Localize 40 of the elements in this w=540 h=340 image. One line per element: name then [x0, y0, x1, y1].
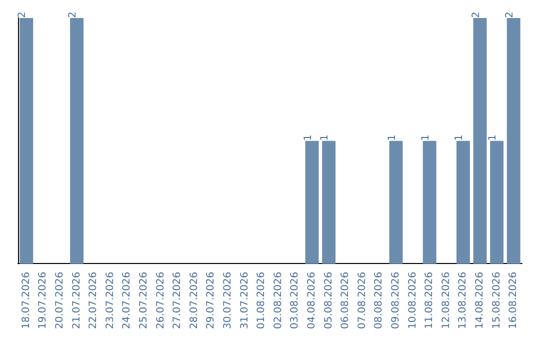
x-tick-label: 20.07.2026: [54, 272, 66, 330]
x-tick-label: 19.07.2026: [38, 272, 49, 330]
data-label: 1: [420, 134, 432, 141]
x-tick-label: 15.08.2026: [491, 272, 502, 330]
x-tick-label: 29.07.2026: [206, 272, 217, 330]
x-tick-label: 04.08.2026: [306, 272, 318, 330]
x-tick-label: 12.08.2026: [440, 272, 452, 330]
data-label: 1: [488, 134, 499, 141]
x-tick-label: 09.08.2026: [390, 272, 402, 330]
data-label: 1: [454, 134, 465, 141]
x-tick-label: 07.08.2026: [356, 272, 368, 330]
data-label: 1: [320, 134, 331, 141]
x-tick-label: 10.08.2026: [407, 272, 418, 330]
x-tick-label: 27.07.2026: [172, 272, 184, 330]
data-label: 1: [302, 134, 314, 141]
data-label: 2: [504, 12, 516, 18]
x-tick-label: 25.07.2026: [138, 272, 150, 330]
data-label: 2: [68, 12, 79, 18]
x-tick-label: 28.07.2026: [188, 272, 200, 330]
x-tick-label: 18.07.2026: [20, 272, 32, 330]
x-tick-label: 13.08.2026: [458, 272, 469, 330]
data-label: 1: [386, 134, 398, 141]
x-tick-label: 03.08.2026: [290, 272, 301, 330]
x-tick-label: 01.08.2026: [256, 272, 268, 330]
x-tick-label: 23.07.2026: [104, 272, 116, 330]
x-tick-label: 16.08.2026: [508, 272, 520, 330]
x-tick-label: 08.08.2026: [374, 272, 385, 330]
x-tick-label: 21.07.2026: [71, 272, 82, 330]
x-tick-label: 31.07.2026: [239, 272, 250, 330]
x-tick-label: 22.07.2026: [88, 272, 100, 330]
x-tick-label: 30.07.2026: [222, 272, 234, 330]
x-tick-label: 14.08.2026: [474, 272, 486, 330]
x-tick-label: 06.08.2026: [340, 272, 352, 330]
x-tick-label: 24.07.2026: [122, 272, 133, 330]
x-tick-label: 02.08.2026: [272, 272, 284, 330]
x-tick-label: 11.08.2026: [424, 272, 436, 330]
x-tick-label: 26.07.2026: [155, 272, 166, 330]
data-label: 2: [17, 12, 28, 18]
x-tick-label: 05.08.2026: [323, 272, 334, 330]
data-label: 2: [470, 12, 482, 18]
